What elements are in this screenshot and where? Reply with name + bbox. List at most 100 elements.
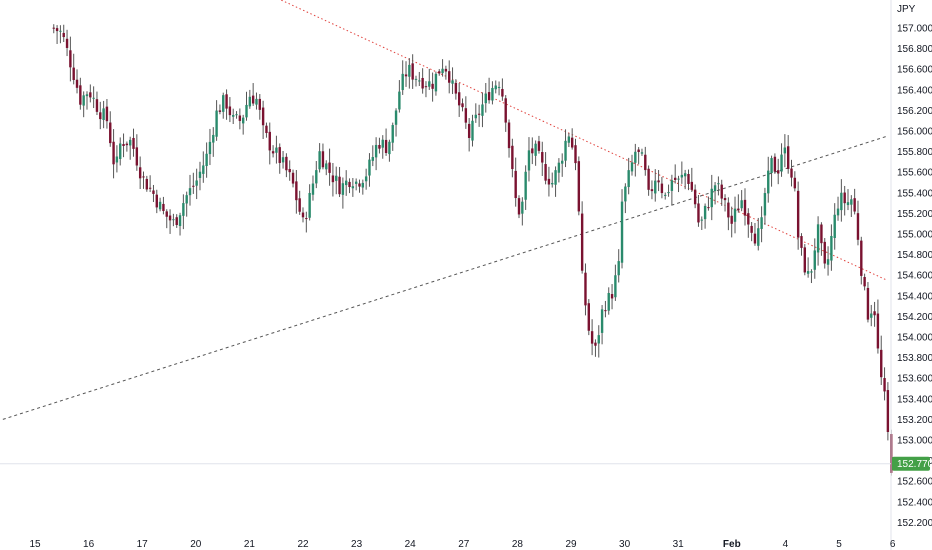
candle-down: [580, 213, 584, 271]
candle-down: [750, 225, 753, 233]
resistance-trendline: [279, 0, 888, 281]
candle-up: [82, 95, 85, 106]
candle-up: [664, 194, 667, 196]
candle-down: [168, 215, 172, 221]
candle-up: [757, 228, 760, 246]
candle-down: [457, 92, 461, 106]
candle-up: [248, 96, 252, 107]
candle-down: [584, 272, 587, 306]
candle-down: [823, 241, 826, 264]
candle-down: [574, 145, 577, 164]
candle-up: [208, 141, 212, 155]
candle-down: [122, 144, 125, 146]
candle-up: [554, 170, 557, 185]
candle-up: [527, 150, 531, 171]
candle-up: [703, 205, 707, 220]
candle-up: [767, 170, 770, 194]
candle-down: [52, 27, 55, 29]
candle-down: [610, 294, 614, 299]
candle-up: [414, 78, 418, 80]
candle-up: [607, 292, 610, 311]
candle-down: [883, 378, 886, 392]
candle-down: [796, 190, 800, 238]
candle-down: [461, 103, 464, 108]
candle-up: [624, 186, 627, 202]
candle-down: [727, 202, 730, 218]
candle-up: [670, 180, 674, 191]
candle-up: [178, 215, 182, 227]
candle-down: [225, 94, 228, 109]
candle-up: [557, 162, 561, 173]
time-tick-label: 28: [512, 539, 524, 550]
candle-down: [411, 63, 414, 80]
candle-down: [753, 233, 757, 244]
candle-up: [215, 110, 218, 137]
price-axis[interactable]: JPY 157.000 156.800 156.600 156.400 156.200 1…: [897, 4, 932, 529]
price-tick-label: 156.600: [897, 65, 932, 76]
candle-down: [175, 217, 178, 226]
candle-up: [534, 143, 537, 156]
price-tick-label: 155.000: [897, 230, 932, 241]
candle-down: [298, 198, 301, 212]
time-tick-label: 24: [405, 539, 417, 550]
candle-down: [338, 176, 341, 195]
candle-down: [777, 170, 780, 174]
candle-down: [511, 145, 514, 170]
candle-down: [95, 99, 99, 112]
candle-down: [438, 71, 441, 74]
candle-down: [142, 176, 145, 178]
candle-down: [880, 349, 883, 378]
candle-up: [826, 259, 830, 265]
candle-up: [474, 114, 478, 119]
price-tick-label: 153.800: [897, 353, 932, 364]
candle-down: [793, 177, 797, 189]
candle-down: [295, 181, 298, 201]
candle-up: [311, 183, 315, 195]
candle-up: [634, 151, 637, 163]
candle-up: [617, 261, 620, 276]
candle-down: [577, 161, 581, 212]
candle-down: [145, 178, 149, 190]
candle-up: [870, 313, 873, 318]
candle-down: [886, 390, 890, 433]
candle-down: [75, 79, 79, 88]
candle-up: [128, 139, 132, 146]
candle-down: [384, 139, 388, 153]
candle-up: [245, 104, 248, 118]
price-tick-label: 155.400: [897, 188, 932, 199]
candle-down: [514, 170, 517, 199]
price-tick-label: 155.600: [897, 168, 932, 179]
candle-up: [281, 157, 285, 163]
time-axis[interactable]: 15 16 17 20 21 22 23 24 27 28 29 30 31 Feb 4 5 6: [29, 539, 895, 550]
price-tick-label: 156.200: [897, 106, 932, 117]
candle-down: [504, 98, 507, 123]
candle-down: [856, 213, 860, 240]
candle-down: [647, 168, 650, 190]
candle-up: [212, 134, 215, 143]
candle-down: [421, 77, 424, 89]
candle-down: [165, 211, 168, 217]
candle-down: [321, 151, 325, 168]
candle-up: [524, 171, 527, 200]
time-tick-label: 29: [565, 539, 577, 550]
candle-up: [770, 158, 773, 174]
candle-up: [677, 178, 680, 180]
price-tick-label: 153.200: [897, 415, 932, 426]
candle-up: [275, 147, 278, 153]
candle-down: [690, 181, 694, 190]
time-tick-label: 23: [351, 539, 363, 550]
candle-up: [806, 271, 810, 274]
candle-up: [481, 104, 484, 116]
candle-down: [288, 168, 291, 173]
candle-up: [567, 136, 571, 143]
candle-up: [551, 182, 554, 185]
candle-down: [853, 198, 856, 212]
price-tick-label: 152.200: [897, 518, 932, 529]
candle-down: [125, 143, 129, 146]
candle-up: [600, 309, 604, 333]
candle-down: [544, 164, 547, 181]
candle-down: [866, 287, 870, 320]
candle-down: [448, 71, 451, 83]
candle-up: [700, 219, 703, 221]
